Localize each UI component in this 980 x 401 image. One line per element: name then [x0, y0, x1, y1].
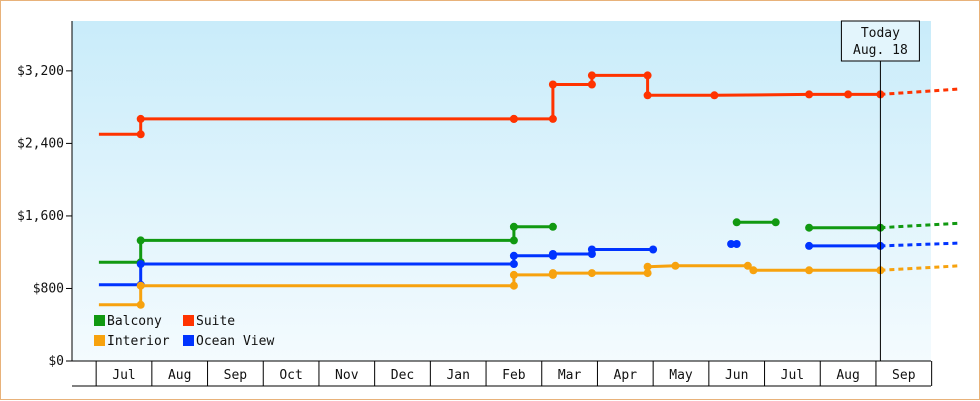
x-tick-label: Nov: [335, 368, 359, 383]
x-tick-label: Jun: [725, 368, 748, 383]
today-box: [840, 20, 920, 62]
y-tick-label: $0: [48, 354, 64, 369]
x-tick-label: Aug: [168, 368, 191, 383]
y-tick-label: $1,600: [17, 209, 64, 224]
data-point-ocean-view-0-3: [509, 260, 518, 268]
data-point-suite-0-12: [805, 90, 814, 99]
x-tick-label: Apr: [614, 368, 638, 383]
x-tick-label: Jul: [112, 368, 135, 383]
data-point-ocean-view-2-0: [805, 241, 814, 250]
x-tick-label: May: [669, 368, 693, 383]
data-point-balcony-0-5: [548, 222, 557, 231]
data-point-interior-0-10: [671, 261, 680, 270]
data-point-suite-0-2: [136, 114, 145, 123]
data-point-interior-0-2: [136, 281, 145, 290]
data-point-interior-0-6: [548, 269, 557, 278]
legend-swatch-ocean-view: [183, 335, 194, 346]
data-point-interior-0-12: [749, 266, 758, 275]
y-tick-label: $800: [33, 281, 64, 296]
data-point-ocean-view-1-1: [732, 240, 741, 248]
data-point-interior-0-3: [509, 281, 518, 290]
data-point-suite-0-9: [643, 71, 652, 80]
data-point-suite-0-11: [710, 91, 719, 100]
x-tick-label: Sep: [224, 368, 248, 383]
data-point-ocean-view-1-0: [727, 240, 736, 248]
data-point-ocean-view-0-6: [548, 250, 557, 258]
legend-swatch-balcony: [94, 315, 105, 326]
data-point-suite-0-8: [587, 71, 596, 80]
x-tick-label: Feb: [502, 368, 526, 383]
data-point-ocean-view-0-9: [649, 245, 658, 254]
data-point-balcony-1-0: [732, 218, 741, 227]
today-label: Today: [861, 26, 900, 41]
series-line-balcony-0: [98, 225, 553, 264]
x-tick-label: Dec: [391, 368, 414, 383]
data-point-interior-0-11: [743, 261, 752, 270]
legend-label-ocean-view: Ocean View: [196, 334, 274, 349]
data-point-interior-0-13: [805, 266, 814, 275]
series-line-suite-0: [98, 73, 881, 136]
data-point-suite-0-4: [509, 114, 518, 123]
legend-swatch-suite: [183, 315, 194, 326]
data-point-interior-0-1: [136, 300, 145, 309]
plot-background: [72, 21, 931, 361]
data-point-interior-0-4: [509, 270, 518, 279]
y-tick-label: $2,400: [17, 136, 64, 151]
x-tick-label: Mar: [558, 368, 582, 383]
x-tick-label: Jan: [446, 368, 469, 383]
data-point-suite-0-5: [548, 114, 557, 123]
data-point-balcony-2-0: [805, 223, 814, 232]
today-marker: Today Aug. 18: [840, 20, 920, 361]
data-point-suite-0-1: [136, 130, 145, 139]
data-point-interior-0-9: [643, 262, 652, 271]
x-tick-label: Aug: [836, 368, 859, 383]
data-point-balcony-1-1: [771, 218, 780, 227]
today-date: Aug. 18: [853, 43, 908, 58]
x-tick-label: Sep: [892, 368, 916, 383]
x-tick-label: Jul: [781, 368, 804, 383]
legend-label-interior: Interior: [107, 334, 170, 349]
axes-layer: $0 $800 $1,600 $2,400 $3,200 Jul Aug Sep Oct Nov D…: [17, 21, 933, 387]
legend-label-balcony: Balcony: [107, 314, 162, 329]
data-point-balcony-0-2: [136, 236, 145, 245]
data-point-interior-0-7: [587, 269, 596, 278]
data-point-balcony-0-4: [509, 222, 518, 231]
data-point-interior-0-8: [643, 269, 652, 278]
data-point-suite-0-7: [587, 80, 596, 89]
data-point-suite-0-10: [643, 91, 652, 100]
legend-label-suite: Suite: [196, 314, 235, 329]
forecast-line-ocean-view: [880, 241, 960, 248]
data-point-ocean-view-0-2: [136, 260, 145, 268]
y-tick-label: $3,200: [17, 64, 64, 79]
data-point-ocean-view-0-4: [509, 251, 518, 260]
data-point-suite-0-13: [844, 90, 853, 99]
legend-swatch-interior: [94, 335, 105, 346]
data-point-suite-0-6: [548, 80, 557, 89]
forecast-line-interior: [880, 264, 960, 272]
data-point-balcony-0-3: [509, 236, 518, 245]
data-point-ocean-view-0-8: [587, 245, 596, 254]
forecast-line-suite: [880, 87, 960, 96]
x-tick-label: Oct: [279, 368, 302, 383]
legend: Balcony Suite Interior Ocean View: [94, 314, 274, 349]
forecast-line-balcony: [880, 221, 960, 230]
